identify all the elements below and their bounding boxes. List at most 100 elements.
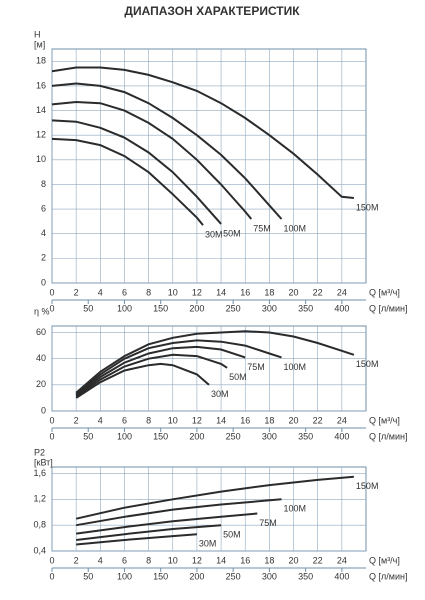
x-tick-label: 8: [146, 287, 151, 297]
x-tick-label: 18: [264, 555, 274, 565]
x-tick-label: 8: [146, 555, 151, 565]
x-tick-label: 10: [168, 555, 178, 565]
x2-axis-label: Q [л/мин]: [369, 431, 407, 441]
x-tick-label: 14: [216, 287, 226, 297]
y-tick-label: 1,6: [33, 468, 46, 478]
series-label: 50M: [223, 228, 241, 238]
x2-tick-label: 250: [226, 571, 241, 581]
series-label: 100M: [283, 504, 306, 514]
curve: [76, 498, 282, 527]
x2-tick-label: 350: [298, 431, 313, 441]
x-tick-label: 16: [240, 415, 250, 425]
x-tick-label: 10: [168, 415, 178, 425]
x-tick-label: 6: [122, 555, 127, 565]
x-tick-label: 22: [313, 287, 323, 297]
curve: [51, 137, 204, 226]
y-tick-label: 60: [36, 327, 46, 337]
series-label: 75M: [247, 362, 265, 372]
chart-title: ДИАПАЗОН ХАРАКТЕРИСТИК: [124, 4, 300, 18]
y-tick-label: 20: [36, 379, 46, 389]
curve: [51, 100, 253, 220]
x-tick-label: 20: [289, 555, 299, 565]
x2-tick-label: 0: [49, 303, 54, 313]
x2-tick-label: 300: [262, 303, 277, 313]
y-tick-label: 18: [36, 56, 46, 66]
y-tick-label: 10: [36, 154, 46, 164]
x-tick-label: 0: [49, 555, 54, 565]
y-tick-label: 4: [41, 228, 46, 238]
y-tick-label: 0,4: [33, 545, 46, 555]
series-label: 150M: [356, 481, 379, 491]
x2-tick-label: 300: [262, 571, 277, 581]
series-label: 100M: [283, 362, 306, 372]
x-tick-label: 14: [216, 415, 226, 425]
x-tick-label: 22: [313, 555, 323, 565]
x-tick-label: 6: [122, 287, 127, 297]
curve: [75, 353, 228, 398]
x-tick-label: 14: [216, 555, 226, 565]
x2-tick-label: 50: [83, 303, 93, 313]
series-label: 75M: [259, 518, 277, 528]
x2-tick-label: 150: [153, 571, 168, 581]
x2-tick-label: 400: [334, 303, 349, 313]
series-label: 100M: [283, 223, 306, 233]
x-tick-label: 24: [337, 415, 347, 425]
x2-axis-label: Q [л/мин]: [369, 571, 407, 581]
x2-tick-label: 200: [189, 431, 204, 441]
x-tick-label: 4: [98, 555, 103, 565]
series-label: 50M: [229, 372, 247, 382]
x-tick-label: 12: [192, 555, 202, 565]
curve: [75, 330, 355, 394]
y-tick-label: 40: [36, 353, 46, 363]
x2-tick-label: 350: [298, 303, 313, 313]
x-tick-label: 0: [49, 287, 54, 297]
x-tick-label: 6: [122, 415, 127, 425]
x-tick-label: 24: [337, 287, 347, 297]
x2-tick-label: 50: [83, 571, 93, 581]
curve: [76, 512, 258, 535]
x-tick-label: 0: [49, 415, 54, 425]
x-tick-label: 18: [264, 287, 274, 297]
x-axis-label: Q [м³/ч]: [369, 287, 400, 297]
plot-area: [51, 325, 367, 412]
series-label: 150M: [356, 359, 379, 369]
y-tick-label: 16: [36, 80, 46, 90]
series-label: 30M: [205, 229, 223, 239]
y-axis-label: [м]: [34, 39, 45, 49]
x2-tick-label: 150: [153, 431, 168, 441]
x2-tick-label: 100: [117, 571, 132, 581]
x2-tick-label: 100: [117, 431, 132, 441]
x-tick-label: 2: [74, 287, 79, 297]
y-tick-label: 0,8: [33, 520, 46, 530]
curve: [75, 345, 246, 397]
curve: [76, 533, 197, 546]
x-tick-label: 16: [240, 287, 250, 297]
x2-tick-label: 50: [83, 431, 93, 441]
x2-axis-label: Q [л/мин]: [369, 303, 407, 313]
x2-tick-label: 300: [262, 431, 277, 441]
x-tick-label: 20: [289, 415, 299, 425]
curve: [75, 362, 210, 399]
y-tick-label: 2: [41, 253, 46, 263]
x-tick-label: 4: [98, 287, 103, 297]
x-tick-label: 18: [264, 415, 274, 425]
series-label: 30M: [199, 539, 217, 549]
x-tick-label: 2: [74, 555, 79, 565]
y-tick-label: 1,2: [33, 494, 46, 504]
series-label: 50M: [223, 530, 241, 540]
x-tick-label: 20: [289, 287, 299, 297]
x-tick-label: 4: [98, 415, 103, 425]
y-tick-label: 8: [41, 179, 46, 189]
y-axis-label: η %: [34, 306, 50, 316]
x2-tick-label: 200: [189, 303, 204, 313]
curve: [51, 66, 354, 199]
y-tick-label: 0: [41, 277, 46, 287]
plot-area: [51, 48, 367, 284]
x-axis-label: Q [м³/ч]: [369, 415, 400, 425]
curve: [75, 339, 282, 395]
series-label: 30M: [211, 389, 229, 399]
x2-tick-label: 250: [226, 303, 241, 313]
curve: [51, 82, 283, 220]
x2-tick-label: 200: [189, 571, 204, 581]
